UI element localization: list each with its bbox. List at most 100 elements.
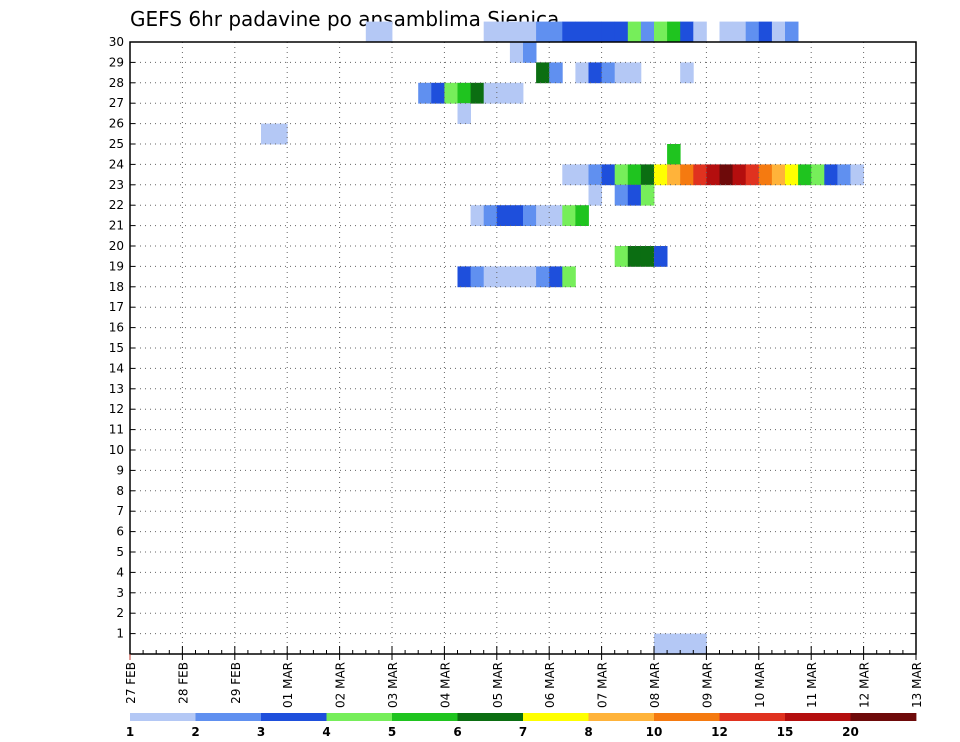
y-tick-label: 2	[116, 606, 124, 620]
colorbar-label: 20	[842, 725, 859, 739]
precip-cell	[523, 266, 537, 288]
precip-cell	[549, 205, 563, 226]
precip-cell	[496, 205, 511, 226]
precip-cell	[640, 184, 655, 206]
precip-cell	[614, 184, 629, 206]
precip-cell	[509, 21, 524, 43]
colorbar-swatch	[588, 713, 655, 721]
precip-cell	[575, 205, 589, 226]
y-tick-label: 5	[116, 545, 124, 559]
colorbar-swatch	[130, 713, 196, 721]
precip-cell	[365, 21, 380, 43]
precip-cell	[601, 21, 616, 43]
precip-cell	[549, 21, 563, 43]
precip-cell	[536, 205, 550, 226]
precip-cell	[640, 246, 655, 267]
precip-cell	[470, 205, 485, 226]
precip-cell	[575, 62, 589, 84]
x-tick-label: 27 FEB	[124, 662, 138, 704]
precip-cell	[719, 164, 733, 186]
x-tick-label: 06 MAR	[543, 662, 557, 708]
y-tick-label: 20	[109, 239, 124, 253]
colorbar-swatch	[523, 713, 589, 721]
x-tick-label: 01 MAR	[281, 662, 295, 708]
precip-cell	[523, 42, 537, 63]
precip-cell	[785, 164, 799, 186]
precip-cell	[667, 633, 681, 655]
x-tick-label: 11 MAR	[805, 662, 819, 708]
precip-cell	[627, 184, 642, 206]
precip-cell	[483, 205, 498, 226]
precip-cell	[549, 266, 563, 288]
precip-cell	[575, 21, 589, 43]
precip-cell	[562, 21, 576, 43]
y-tick-label: 9	[116, 463, 124, 477]
x-tick-label: 05 MAR	[491, 662, 505, 708]
precip-cell	[627, 21, 642, 43]
precip-cell	[509, 266, 524, 288]
precip-cell	[536, 62, 550, 84]
y-tick-label: 6	[116, 525, 124, 539]
precip-cell	[575, 164, 589, 186]
precip-cell	[693, 164, 707, 186]
colorbar-swatch	[654, 713, 720, 721]
colorbar-label: 8	[584, 725, 592, 739]
y-tick-label: 16	[109, 321, 124, 335]
precip-cell	[771, 21, 786, 43]
precip-cell	[457, 103, 471, 124]
precip-cell	[562, 164, 576, 186]
x-tick-label: 28 FEB	[176, 662, 190, 704]
y-tick-label: 26	[109, 117, 124, 131]
precip-cell	[719, 21, 733, 43]
y-tick-label: 22	[109, 198, 124, 212]
precip-cell	[837, 164, 851, 186]
y-tick-label: 29	[109, 55, 124, 69]
colorbar-label: 6	[453, 725, 461, 739]
y-tick-label: 28	[109, 76, 124, 90]
precip-cell	[640, 164, 655, 186]
precip-cell	[627, 246, 642, 267]
y-tick-label: 17	[109, 300, 124, 314]
precip-cell	[483, 266, 498, 288]
y-tick-label: 8	[116, 484, 124, 498]
precip-cell	[785, 21, 799, 43]
x-tick-label: 29 FEB	[229, 662, 243, 704]
plot-frame	[129, 41, 917, 655]
colorbar-label: 4	[322, 725, 330, 739]
precip-cell	[614, 62, 629, 84]
precip-cell	[732, 21, 747, 43]
precip-cell	[457, 266, 471, 288]
precip-cell	[588, 164, 602, 186]
precip-cell	[614, 21, 629, 43]
colorbar-label: 2	[191, 725, 199, 739]
precip-cell	[588, 62, 602, 84]
precip-cell	[483, 82, 498, 104]
precip-cell	[850, 164, 864, 186]
precip-cell	[667, 21, 681, 43]
precip-cell	[667, 164, 681, 186]
colorbar-label: 5	[388, 725, 396, 739]
x-tick-label: 07 MAR	[596, 662, 610, 708]
precip-cell	[614, 164, 629, 186]
colorbar-swatch	[457, 713, 524, 721]
precip-cell	[549, 62, 563, 84]
x-tick-label: 08 MAR	[648, 662, 662, 708]
precip-cell	[680, 164, 694, 186]
y-tick-label: 7	[116, 504, 124, 518]
grid-lines	[130, 41, 916, 654]
y-tick-label: 25	[109, 137, 124, 151]
colorbar-label: 10	[646, 725, 663, 739]
x-axis: 27 FEB 28 FEB 29 FEB 01 MAR 02 MAR 03 MAR 04 M…	[124, 646, 924, 708]
precip-cell	[706, 164, 720, 186]
x-tick-label: 12 MAR	[858, 662, 872, 708]
precip-cell	[496, 82, 511, 104]
y-tick-label: 21	[109, 219, 124, 233]
precip-cell	[758, 164, 773, 186]
precip-cell	[470, 82, 485, 104]
y-tick-label: 3	[116, 586, 124, 600]
precip-cell	[745, 164, 760, 186]
precip-cell	[680, 633, 694, 655]
precip-cell	[523, 21, 537, 43]
precip-cell	[509, 82, 524, 104]
precip-cell	[693, 633, 707, 655]
